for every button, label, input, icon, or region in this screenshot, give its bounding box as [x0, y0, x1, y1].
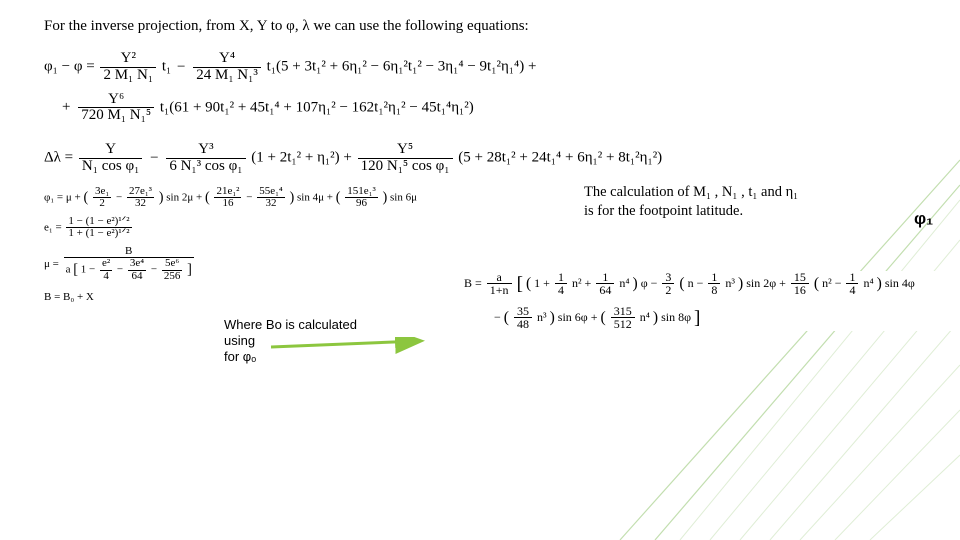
equation-lambda: Δλ = YN₁ cos φ₁ − Y³6 N₁³ cos φ₁ (1 + 2t…: [44, 142, 932, 175]
equation-phi: φ₁ − φ = Y²2 M₁ N₁ t₁ − Y⁴24 M₁ N₁³ t₁(5…: [44, 51, 932, 124]
eq1-lhs: φ₁ − φ =: [44, 59, 95, 75]
b-formula: B = a1+n [ ( 1 + 14 n² + 164 n⁴ ) φ − 32…: [464, 271, 960, 331]
phi1-label: φ₁: [914, 209, 933, 229]
footpoint-note: The calculation of M₁ , N₁ , t₁ and η₁ i…: [584, 183, 944, 222]
aux-equations: φ₁ = μ + ( 3e₁2 − 27e₁³32 ) sin 2μ + ( 2…: [44, 183, 394, 307]
intro-text: For the inverse projection, from X, Y to…: [44, 18, 932, 35]
eq2-lhs: Δλ =: [44, 150, 73, 166]
arrow-icon: [269, 337, 429, 359]
b-b0-x: B = B₀ + X: [44, 292, 394, 304]
